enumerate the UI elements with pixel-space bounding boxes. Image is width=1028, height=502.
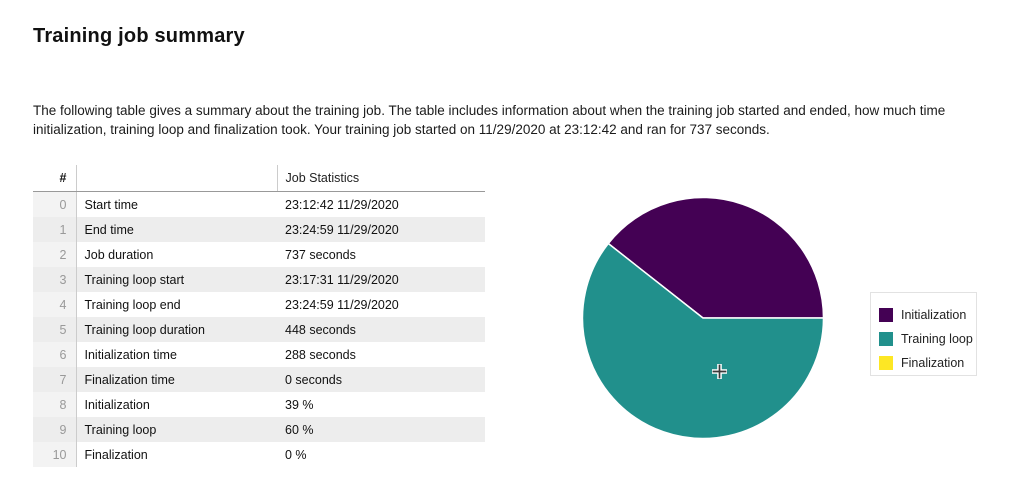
table-row[interactable]: 2 Job duration 737 seconds: [33, 242, 485, 267]
row-label: End time: [76, 217, 277, 242]
table-row[interactable]: 6 Initialization time 288 seconds: [33, 342, 485, 367]
legend-item: Finalization: [871, 351, 976, 375]
table-row[interactable]: 9 Training loop 60 %: [33, 417, 485, 442]
table-row[interactable]: 8 Initialization 39 %: [33, 392, 485, 417]
pie-chart: [581, 196, 825, 440]
row-index: 7: [33, 367, 77, 392]
page-title: Training job summary: [33, 25, 245, 47]
legend-item: Training loop: [871, 327, 976, 351]
table-row[interactable]: 0 Start time 23:12:42 11/29/2020: [33, 191, 485, 217]
table-header-row: # Job Statistics: [33, 165, 485, 192]
pie-slice-initialization[interactable]: [607, 196, 825, 319]
row-index: 9: [33, 417, 77, 442]
row-value: 23:24:59 11/29/2020: [285, 297, 399, 312]
row-index: 6: [33, 342, 77, 367]
row-value: 288 seconds: [285, 347, 356, 362]
row-label: Finalization: [84, 447, 148, 462]
job-statistics-table: # Job Statistics 0 Start time 23:12:42 11/…: [33, 165, 485, 467]
row-index: 0: [33, 191, 77, 217]
pie-slice-training-loop[interactable]: [581, 242, 825, 440]
row-label: Initialization: [84, 397, 150, 412]
row-label: Training loop duration: [76, 317, 277, 342]
row-value: 448 seconds: [277, 317, 485, 342]
summary-paragraph: The following table gives a summary abou…: [33, 103, 946, 137]
row-label: Training loop start: [76, 267, 277, 292]
legend-swatch-icon: [879, 332, 893, 346]
row-index: 8: [33, 392, 77, 417]
column-header-index[interactable]: #: [33, 165, 77, 192]
legend-label: Finalization: [901, 356, 965, 370]
row-value: 39 %: [285, 397, 314, 412]
column-header-metric[interactable]: [76, 165, 277, 192]
row-index: 10: [33, 442, 77, 467]
row-value: 23:12:42 11/29/2020: [285, 197, 399, 212]
row-index: 2: [33, 242, 77, 267]
table-row[interactable]: 3 Training loop start 23:17:31 11/29/2020: [33, 267, 485, 292]
row-value: 737 seconds: [285, 247, 356, 262]
table-row[interactable]: 1 End time 23:24:59 11/29/2020: [33, 217, 485, 242]
row-index: 5: [33, 317, 77, 342]
job-statistics-table-body: 0 Start time 23:12:42 11/29/2020 1 End time 2…: [33, 191, 485, 467]
legend-swatch-icon: [879, 308, 893, 322]
legend-swatch-icon: [879, 356, 893, 370]
pie-legend: Initialization Training loop Finalization: [870, 292, 977, 376]
table-row[interactable]: 4 Training loop end 23:24:59 11/29/2020: [33, 292, 485, 317]
legend-item: Initialization: [871, 303, 976, 327]
legend-label: Initialization: [901, 308, 967, 322]
row-label: Initialization time: [84, 347, 177, 362]
row-index: 3: [33, 267, 77, 292]
row-value: 60 %: [277, 417, 485, 442]
column-header-job-statistics[interactable]: Job Statistics: [276, 165, 485, 192]
table-row[interactable]: 7 Finalization time 0 seconds: [33, 367, 485, 392]
row-value: 0 seconds: [277, 367, 485, 392]
row-label: Training loop end: [84, 297, 181, 312]
pie-chart-area: [581, 196, 825, 440]
legend-label: Training loop: [901, 332, 973, 346]
row-index: 1: [33, 217, 77, 242]
table-row[interactable]: 10 Finalization 0 %: [33, 442, 485, 467]
row-value: 23:17:31 11/29/2020: [277, 267, 485, 292]
row-label: Job duration: [84, 247, 154, 262]
row-value: 23:24:59 11/29/2020: [277, 217, 485, 242]
row-value: 0 %: [285, 447, 307, 462]
row-label: Training loop: [76, 417, 277, 442]
table-row[interactable]: 5 Training loop duration 448 seconds: [33, 317, 485, 342]
row-index: 4: [33, 292, 77, 317]
row-label: Start time: [84, 197, 139, 212]
row-label: Finalization time: [76, 367, 277, 392]
